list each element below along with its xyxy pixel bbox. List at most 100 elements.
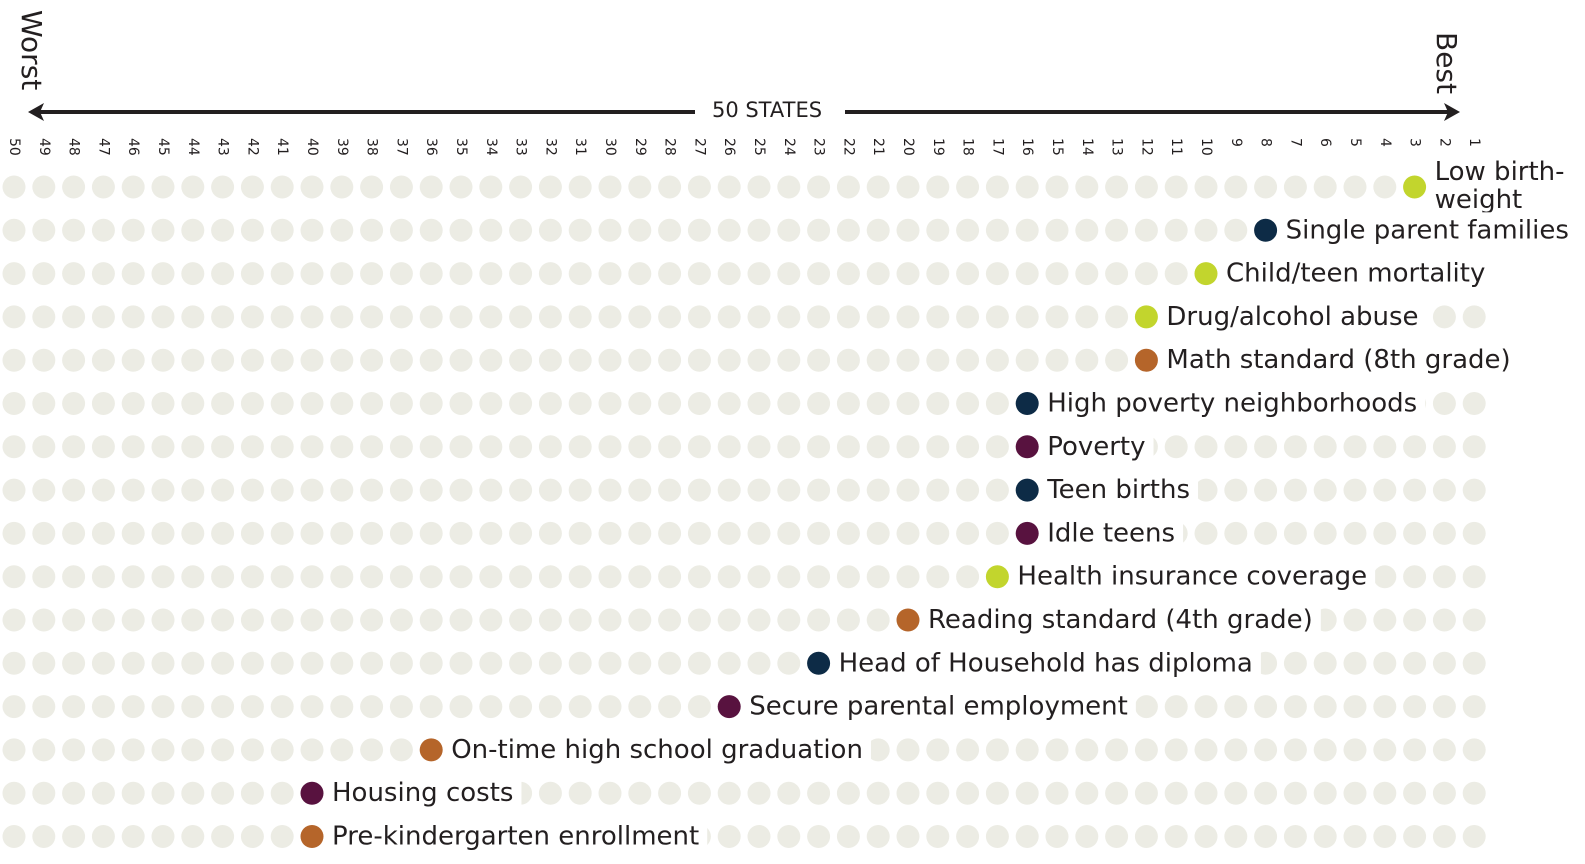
grid-dot bbox=[1403, 521, 1427, 545]
grid-dot bbox=[389, 175, 413, 199]
grid-dot bbox=[1432, 608, 1456, 632]
grid-dot bbox=[747, 175, 771, 199]
grid-dot bbox=[598, 651, 622, 675]
grid-dot bbox=[628, 392, 652, 415]
label-backing bbox=[1408, 154, 1573, 217]
grid-dot bbox=[1432, 738, 1456, 762]
grid-dot bbox=[32, 392, 56, 415]
grid-dot bbox=[568, 521, 592, 545]
indicator-row: Pre-kindergarten enrollment bbox=[300, 818, 708, 855]
tick-label: 10 bbox=[1198, 138, 1214, 156]
grid-dot bbox=[807, 608, 831, 632]
indicator-row: Reading standard (4th grade) bbox=[896, 602, 1321, 638]
grid-dot bbox=[419, 608, 443, 632]
grid-dot bbox=[1462, 565, 1486, 589]
grid-dot bbox=[449, 392, 473, 415]
grid-dot bbox=[1045, 175, 1069, 199]
grid-dot bbox=[628, 478, 652, 502]
grid-dot bbox=[91, 218, 115, 242]
grid-dot bbox=[956, 305, 980, 329]
grid-dot bbox=[121, 478, 145, 502]
grid-dot bbox=[807, 305, 831, 329]
grid-dot bbox=[687, 608, 711, 632]
tick-label: 28 bbox=[662, 138, 678, 156]
grid-dot bbox=[896, 521, 920, 545]
grid-dot bbox=[1045, 738, 1069, 762]
worst-label: Worst bbox=[15, 10, 48, 90]
grid-dot bbox=[896, 781, 920, 805]
grid-dot bbox=[1045, 262, 1069, 286]
grid-dot bbox=[151, 825, 175, 848]
grid-dot bbox=[181, 781, 205, 805]
grid-dot bbox=[449, 348, 473, 372]
grid-dot bbox=[985, 478, 1009, 502]
grid-dot bbox=[479, 565, 503, 589]
grid-dot bbox=[91, 175, 115, 199]
grid-dot bbox=[509, 651, 533, 675]
grid-dot bbox=[658, 695, 682, 719]
grid-dot bbox=[836, 825, 860, 848]
grid-dot bbox=[240, 781, 264, 805]
grid-dot bbox=[151, 651, 175, 675]
indicator-dot bbox=[807, 651, 831, 675]
grid-dot bbox=[151, 218, 175, 242]
grid-dot bbox=[449, 262, 473, 286]
grid-dot bbox=[896, 435, 920, 459]
grid-dot bbox=[32, 305, 56, 329]
grid-dot bbox=[181, 218, 205, 242]
grid-dot bbox=[568, 435, 592, 459]
grid-dot bbox=[687, 218, 711, 242]
label-backing bbox=[306, 818, 708, 855]
grid-dot bbox=[1075, 348, 1099, 372]
grid-dot bbox=[687, 781, 711, 805]
grid-dot bbox=[717, 565, 741, 589]
grid-dot bbox=[300, 305, 324, 329]
grid-dot bbox=[538, 521, 562, 545]
grid-dot bbox=[121, 348, 145, 372]
grid-dot bbox=[836, 521, 860, 545]
grid-dot bbox=[1254, 478, 1278, 502]
grid-dot bbox=[747, 478, 771, 502]
grid-dot bbox=[121, 175, 145, 199]
grid-dot bbox=[1403, 651, 1427, 675]
tick-label: 4 bbox=[1377, 138, 1393, 147]
tick-label: 29 bbox=[632, 138, 648, 156]
grid-dot bbox=[628, 305, 652, 329]
grid-dot bbox=[538, 435, 562, 459]
grid-dot bbox=[151, 348, 175, 372]
grid-dot bbox=[1224, 738, 1248, 762]
grid-dot bbox=[1313, 651, 1337, 675]
grid-dot bbox=[1283, 478, 1307, 502]
grid-dot bbox=[628, 435, 652, 459]
grid-dot bbox=[479, 651, 503, 675]
grid-dot bbox=[509, 521, 533, 545]
grid-dot bbox=[330, 565, 354, 589]
grid-dot bbox=[479, 305, 503, 329]
grid-dot bbox=[300, 435, 324, 459]
grid-dot bbox=[1432, 781, 1456, 805]
grid-dot bbox=[1432, 651, 1456, 675]
grid-dot bbox=[449, 695, 473, 719]
grid-dot bbox=[836, 262, 860, 286]
grid-dot bbox=[211, 305, 235, 329]
grid-dot bbox=[1403, 608, 1427, 632]
grid-dot bbox=[1194, 695, 1218, 719]
indicator-row: On-time high school graduation bbox=[419, 731, 871, 768]
grid-dot bbox=[2, 781, 26, 805]
grid-dot bbox=[389, 218, 413, 242]
grid-dot bbox=[628, 348, 652, 372]
grid-dot bbox=[360, 435, 384, 459]
grid-dot bbox=[270, 218, 294, 242]
grid-dot bbox=[62, 695, 86, 719]
grid-dot bbox=[1164, 781, 1188, 805]
grid-dot bbox=[211, 695, 235, 719]
grid-dot bbox=[2, 435, 26, 459]
grid-dot bbox=[270, 565, 294, 589]
grid-dot bbox=[509, 218, 533, 242]
grid-dot bbox=[32, 781, 56, 805]
grid-dot bbox=[985, 521, 1009, 545]
grid-dot bbox=[836, 392, 860, 415]
grid-dot bbox=[956, 565, 980, 589]
grid-dot bbox=[985, 218, 1009, 242]
grid-dot bbox=[1432, 392, 1456, 415]
